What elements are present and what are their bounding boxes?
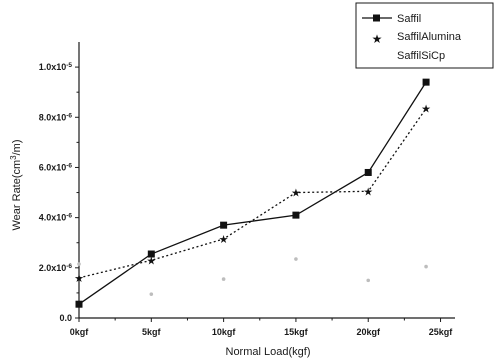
data-point-saffilalumina: ★ [363,185,373,198]
data-point-saffilalumina: ★ [74,272,84,285]
data-point-saffilsicp [424,264,428,269]
y-tick-label: 8.0x10-6 [39,112,73,123]
data-point-saffil [220,221,228,229]
x-ticks: 0kgf 5kgf 10kgf 15kgf 20kgf 25kgf [70,318,454,337]
data-point-saffil [292,211,300,219]
y-axis-title-tail: /m) [11,139,23,155]
legend-saffil-label: Saffil [397,13,421,25]
x-tick-label: 15kgf [284,327,309,337]
legend-entry-saffilalumina: ★ SaffilAlumina [372,31,462,46]
y-tick-label: 4.0x10-6 [39,212,73,223]
data-point-saffil [75,300,83,308]
data-point-saffilsicp [77,262,81,266]
series-line-saffilalumina [78,108,427,279]
data-point-saffil [364,168,372,176]
legend-saffil-marker [373,14,380,22]
series-layer: ★ ★ ★ ★ ★ ★ [74,78,431,308]
legend-saffilalumina-label: SaffilAlumina [397,31,462,43]
data-point-saffilalumina: ★ [219,233,229,246]
y-tick-label: 6.0x10-6 [39,162,73,173]
axes [78,42,455,319]
y-axis-title: Wear Rate(cm3/m) [9,139,24,230]
legend-box [355,2,494,69]
data-point-saffilalumina: ★ [291,187,301,200]
x-axis-title: Normal Load(kgf) [226,346,311,358]
y-axis-title-sup: 3 [9,155,18,160]
series-line-saffil [78,81,427,305]
y-tick-label: 2.0x10-6 [39,262,73,273]
x-tick-label: 20kgf [356,327,381,337]
data-point-saffilalumina: ★ [421,102,431,115]
y-ticks: 0.0 2.0x10-6 4.0x10-6 6.0x10-6 8.0x10-6 1.0x1… [39,62,79,323]
y-tick-label: 0.0 [59,313,72,323]
y-tick-label: 1.0x10-5 [39,62,73,73]
data-point-saffilsicp [294,257,298,261]
data-point-saffilsicp [149,292,154,296]
data-point-saffilsicp [366,278,371,283]
data-point-saffil [422,78,430,86]
x-tick-label: 5kgf [142,327,162,337]
x-tick-label: 10kgf [212,327,237,337]
legend-saffilalumina-marker: ★ [372,32,383,46]
legend-saffilsicp-label: SaffilSiCp [397,50,445,62]
y-axis-title-base: Wear Rate(cm [11,160,23,231]
legend-entry-saffil: Saffil [362,13,421,25]
data-point-saffil [147,250,155,258]
x-tick-label: 25kgf [429,327,454,337]
data-point-saffilsicp [221,277,226,281]
legend: Saffil ★ SaffilAlumina SaffilSiCp [355,2,494,69]
legend-entry-saffilsicp: SaffilSiCp [397,50,445,62]
x-tick-label: 0kgf [70,327,90,337]
data-point-saffilalumina: ★ [146,254,156,267]
